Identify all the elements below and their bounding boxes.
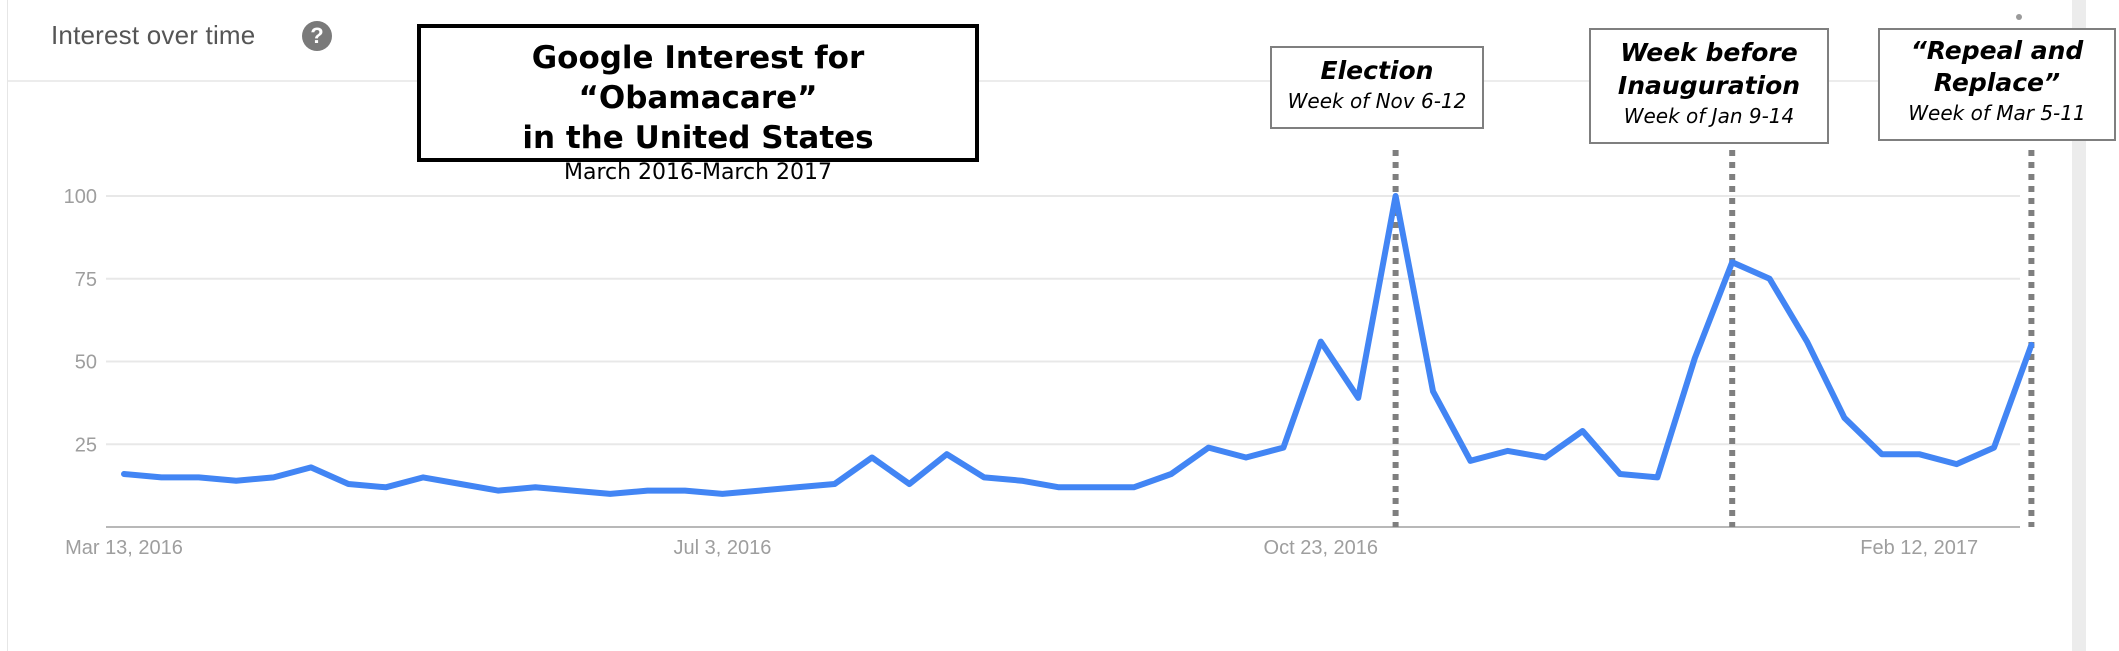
data-point xyxy=(420,474,426,480)
data-point xyxy=(757,488,763,494)
data-point xyxy=(869,454,875,460)
annotation-repeal-head-2: Replace” xyxy=(1933,68,2061,97)
data-point xyxy=(1804,339,1810,345)
data-point xyxy=(1393,193,1399,199)
series-line xyxy=(121,193,2035,497)
chart-title-line-2: in the United States xyxy=(522,120,874,156)
data-point xyxy=(1505,448,1511,454)
data-point xyxy=(1954,461,1960,467)
help-icon[interactable]: ? xyxy=(302,21,332,51)
data-point xyxy=(158,474,164,480)
data-point xyxy=(1841,415,1847,421)
data-point xyxy=(645,488,651,494)
data-point xyxy=(1991,445,1997,451)
chart-title-box: Google Interest for “Obamacare” in the U… xyxy=(417,24,979,185)
data-point xyxy=(1692,355,1698,361)
data-point xyxy=(832,481,838,487)
chart-subtitle: March 2016-March 2017 xyxy=(563,160,833,185)
data-point xyxy=(1617,471,1623,477)
data-point xyxy=(1318,339,1324,345)
annotation-election: Election Week of Nov 6-12 xyxy=(1270,46,1484,129)
y-tick-label: 25 xyxy=(75,434,97,456)
data-point xyxy=(1580,428,1586,434)
data-point xyxy=(981,474,987,480)
data-point xyxy=(1280,445,1286,451)
data-point xyxy=(383,484,389,490)
annotation-election-head: Election xyxy=(1320,56,1434,85)
annotation-inauguration-head-2: Inauguration xyxy=(1617,71,1801,100)
annotation-inauguration: Week before Inauguration Week of Jan 9-1… xyxy=(1589,28,1829,144)
annotation-election-sub: Week of Nov 6-12 xyxy=(1287,89,1467,113)
data-point xyxy=(906,481,912,487)
x-tick-label: Mar 13, 2016 xyxy=(65,537,183,559)
annotation-inauguration-head-1: Week before xyxy=(1620,38,1798,67)
panel-title: Interest over time xyxy=(51,20,256,50)
data-point xyxy=(1654,474,1660,480)
data-point xyxy=(1131,484,1137,490)
annotation-repeal-head-1: “Repeal and xyxy=(1910,36,2084,65)
data-point xyxy=(233,478,239,484)
data-point xyxy=(794,484,800,490)
data-point xyxy=(719,491,725,497)
data-point xyxy=(1430,388,1436,394)
y-tick-label: 75 xyxy=(75,269,97,291)
data-point xyxy=(1542,454,1548,460)
data-point xyxy=(1767,276,1773,282)
data-point xyxy=(570,488,576,494)
data-point xyxy=(607,491,613,497)
data-point xyxy=(1879,451,1885,457)
x-tick-label: Feb 12, 2017 xyxy=(1860,537,1978,559)
data-point xyxy=(271,474,277,480)
data-point xyxy=(308,464,314,470)
data-point xyxy=(1206,445,1212,451)
scrollbar-track[interactable] xyxy=(2072,0,2086,651)
data-point xyxy=(2028,342,2034,348)
data-point xyxy=(1168,471,1174,477)
chart-title-line-1: Google Interest for “Obamacare” xyxy=(531,40,865,116)
data-point xyxy=(1355,395,1361,401)
more-icon[interactable] xyxy=(2016,14,2022,20)
annotation-inauguration-sub: Week of Jan 9-14 xyxy=(1623,104,1795,128)
data-point xyxy=(1093,484,1099,490)
data-point xyxy=(121,471,127,477)
y-tick-label: 100 xyxy=(64,186,97,208)
data-point xyxy=(532,484,538,490)
data-point xyxy=(1056,484,1062,490)
annotation-repeal-sub: Week of Mar 5-11 xyxy=(1908,101,2086,125)
data-point xyxy=(345,481,351,487)
data-point xyxy=(944,451,950,457)
data-point xyxy=(458,481,464,487)
data-point xyxy=(1467,458,1473,464)
data-point xyxy=(1243,454,1249,460)
data-point xyxy=(495,488,501,494)
y-tick-label: 50 xyxy=(75,352,97,374)
data-point xyxy=(196,474,202,480)
card-left-border xyxy=(7,0,8,651)
x-tick-label: Oct 23, 2016 xyxy=(1264,537,1379,559)
annotation-repeal: “Repeal and Replace” Week of Mar 5-11 xyxy=(1878,28,2116,141)
data-point xyxy=(1729,259,1735,265)
header-divider xyxy=(8,80,2072,82)
data-point xyxy=(1916,451,1922,457)
data-point xyxy=(682,488,688,494)
x-tick-label: Jul 3, 2016 xyxy=(673,537,771,559)
data-point xyxy=(1019,478,1025,484)
